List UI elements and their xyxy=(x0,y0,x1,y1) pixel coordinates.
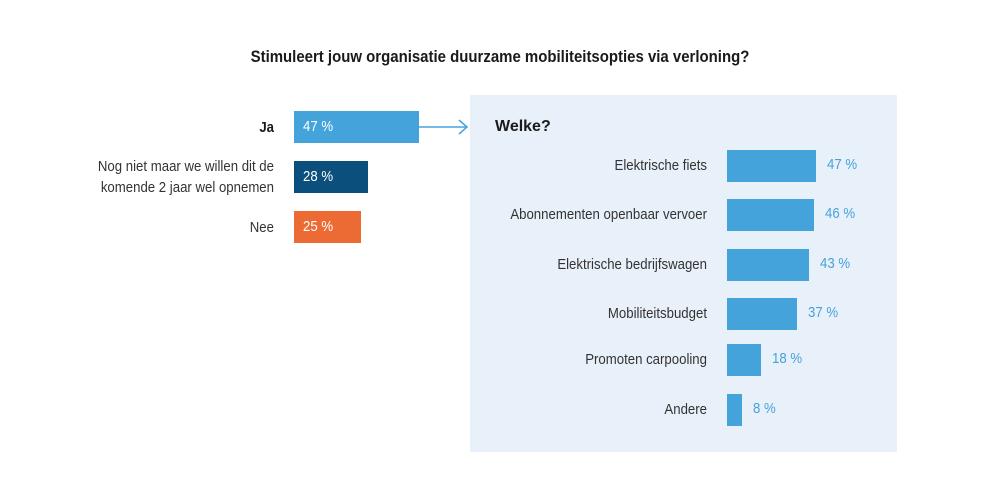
category-label: Mobiliteitsbudget xyxy=(607,305,707,322)
bar-value-label: 47 % xyxy=(303,118,334,135)
bar-welke-4 xyxy=(727,344,762,376)
category-label: Nog niet maar we willen dit de komende 2 … xyxy=(97,158,274,196)
bar-2 xyxy=(294,211,361,243)
bar-0 xyxy=(294,111,420,143)
category-label: Nee xyxy=(249,218,274,236)
bar-welke-3 xyxy=(727,298,798,330)
bar-value-label: 37 % xyxy=(808,304,839,321)
category-label: Promoten carpooling xyxy=(585,351,707,368)
bar-value-label: 46 % xyxy=(825,205,856,222)
category-label: Andere xyxy=(664,401,707,418)
bar-welke-2 xyxy=(727,249,809,281)
category-label: Abonnementen openbaar vervoer xyxy=(510,206,707,223)
bar-value-label: 28 % xyxy=(303,168,334,185)
detail-panel xyxy=(470,95,897,452)
bar-value-label: 8 % xyxy=(753,400,776,417)
category-label: Ja xyxy=(259,118,274,136)
bar-value-label: 25 % xyxy=(303,218,334,235)
detail-title: Welke? xyxy=(495,118,551,135)
category-label: Elektrische bedrijfswagen xyxy=(557,256,707,273)
bar-welke-0 xyxy=(727,150,817,182)
bar-value-label: 43 % xyxy=(819,255,850,272)
bar-1 xyxy=(294,161,369,193)
chart-title: Stimuleert jouw organisatie duurzame mob… xyxy=(250,47,750,66)
bar-welke-1 xyxy=(727,199,815,231)
category-label: Elektrische fiets xyxy=(614,157,707,174)
bar-value-label: 47 % xyxy=(827,156,858,173)
bar-value-label: 18 % xyxy=(772,350,803,367)
bar-welke-5 xyxy=(727,394,743,426)
